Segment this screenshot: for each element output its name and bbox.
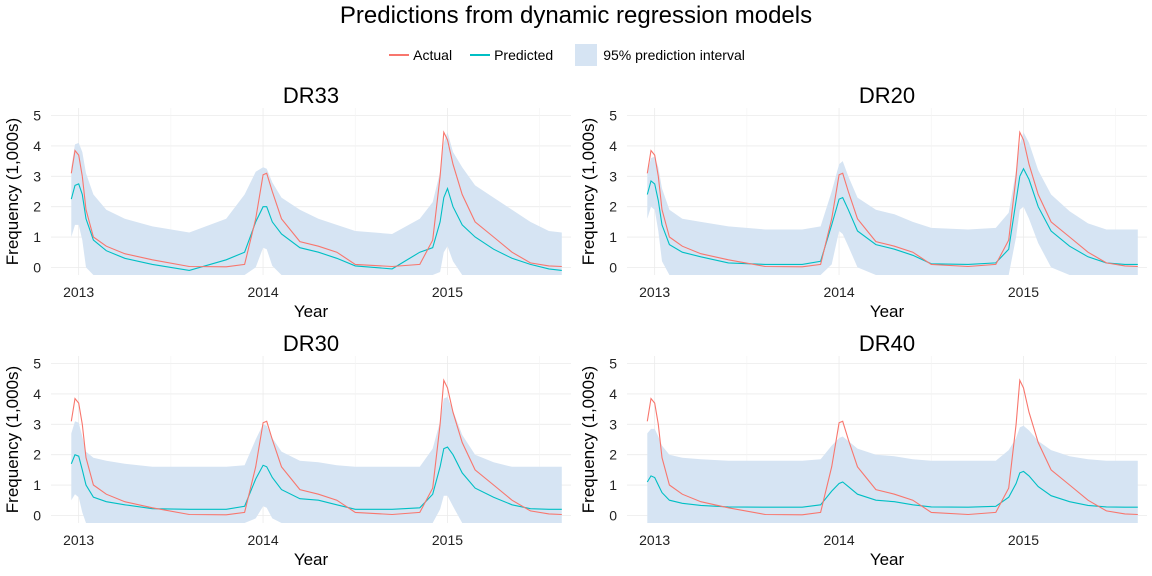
series-line-actual (70, 130, 562, 268)
y-tick-label: 3 (33, 168, 41, 184)
y-tick-label: 4 (609, 138, 617, 154)
prediction-interval-band (647, 132, 1138, 275)
y-tick-label: 5 (33, 108, 41, 124)
panel-title: DR20 (859, 83, 915, 108)
series-line-actual (646, 130, 1138, 268)
series-line-actual (646, 378, 1138, 516)
y-tick-label: 4 (33, 386, 41, 402)
x-tick-label: 2015 (432, 284, 463, 300)
series-line-predicted (70, 446, 562, 510)
y-tick-label: 2 (33, 199, 41, 215)
panel-title: DR30 (283, 331, 339, 356)
y-tick-label: 0 (609, 507, 617, 523)
series-line-predicted (646, 167, 1138, 265)
legend-item-actual: Actual (389, 47, 452, 63)
x-tick-label: 2013 (63, 284, 94, 300)
y-tick-label: 4 (609, 386, 617, 402)
y-axis-label: Frequency (1,000s) (579, 366, 598, 513)
y-tick-label: 3 (33, 416, 41, 432)
prediction-interval-band (71, 132, 562, 275)
legend-key-interval (575, 44, 598, 66)
y-axis-label: Frequency (1,000s) (579, 118, 598, 265)
x-tick-label: 2013 (639, 532, 670, 548)
y-tick-label: 5 (33, 356, 41, 372)
y-tick-label: 0 (33, 507, 41, 523)
legend-key-predicted (470, 54, 491, 56)
x-tick-label: 2013 (63, 532, 94, 548)
series-line-actual (70, 378, 562, 516)
panel-dr40: 0 1 2 3 4 5 2013 2014 2015 DR40 Year Frequency (1,0… (579, 331, 1147, 569)
x-tick-label: 2014 (823, 532, 854, 548)
legend-item-interval: 95% prediction interval (575, 44, 745, 66)
x-tick-label: 2015 (432, 532, 463, 548)
x-axis-label: Year (870, 302, 905, 321)
prediction-interval-band (71, 397, 562, 523)
y-tick-label: 1 (33, 229, 41, 245)
x-tick-label: 2015 (1008, 532, 1039, 548)
y-tick-label: 1 (609, 229, 617, 245)
legend-key-actual (389, 54, 410, 56)
x-tick-label: 2014 (247, 284, 278, 300)
y-tick-label: 1 (33, 477, 41, 493)
legend: Actual Predicted 95% prediction interval (0, 44, 1152, 66)
y-tick-label: 0 (609, 259, 617, 275)
x-tick-label: 2014 (823, 284, 854, 300)
prediction-interval-band (647, 425, 1138, 523)
panel-dr33: 0 1 2 3 4 5 2013 2014 2015 DR33 Year Frequency (1,0… (3, 83, 571, 321)
y-tick-label: 2 (33, 447, 41, 463)
x-tick-label: 2015 (1008, 284, 1039, 300)
y-tick-label: 1 (609, 477, 617, 493)
series-line-predicted (646, 470, 1138, 508)
y-axis-label: Frequency (1,000s) (3, 366, 22, 513)
legend-label-actual: Actual (413, 47, 453, 63)
x-axis-label: Year (294, 550, 329, 569)
x-axis-label: Year (870, 550, 905, 569)
y-tick-label: 0 (33, 259, 41, 275)
y-tick-label: 5 (609, 108, 617, 124)
y-tick-label: 5 (609, 356, 617, 372)
y-axis-label: Frequency (1,000s) (3, 118, 22, 265)
x-tick-label: 2013 (639, 284, 670, 300)
y-tick-label: 3 (609, 416, 617, 432)
series-line-predicted (70, 183, 562, 271)
y-tick-label: 4 (33, 138, 41, 154)
legend-label-interval: 95% prediction interval (603, 47, 745, 63)
y-tick-label: 2 (609, 447, 617, 463)
legend-label-predicted: Predicted (494, 47, 554, 63)
y-tick-label: 2 (609, 199, 617, 215)
y-tick-label: 3 (609, 168, 617, 184)
panel-title: DR40 (859, 331, 915, 356)
x-tick-label: 2014 (247, 532, 278, 548)
figure-title: Predictions from dynamic regression mode… (339, 2, 813, 29)
panel-title: DR33 (283, 83, 339, 108)
panel-dr20: 0 1 2 3 4 5 2013 2014 2015 DR20 Year Frequency (1,0… (579, 83, 1147, 321)
legend-item-predicted: Predicted (470, 47, 553, 63)
panel-dr30: 0 1 2 3 4 5 2013 2014 2015 DR30 Year Frequency (1,0… (3, 331, 571, 569)
x-axis-label: Year (294, 302, 329, 321)
